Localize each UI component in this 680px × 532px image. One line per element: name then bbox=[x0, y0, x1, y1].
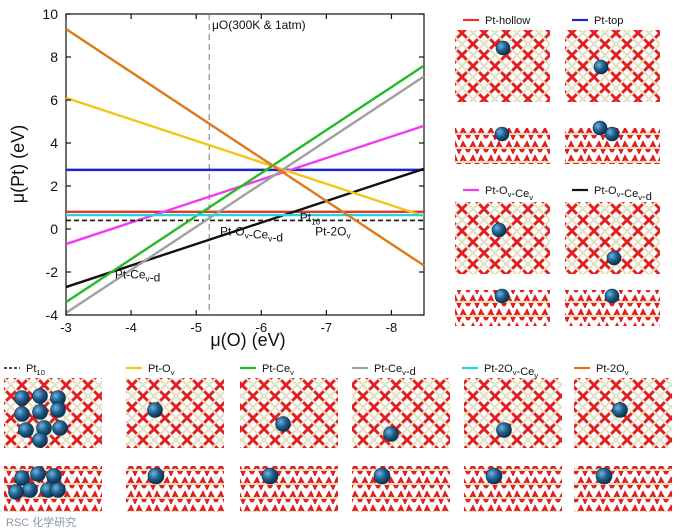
y-tick-label: 4 bbox=[50, 135, 58, 151]
legend-label: Pt-Cev bbox=[262, 363, 294, 377]
y-tick-label: -4 bbox=[46, 307, 59, 323]
y-tick-label: 10 bbox=[42, 6, 58, 22]
pt-atom bbox=[485, 467, 503, 485]
pt-atom bbox=[261, 467, 279, 485]
legend-label: Pt-2Ov-Cev bbox=[484, 363, 538, 380]
legend-label: Pt-Cev-d bbox=[374, 363, 416, 378]
y-tick-label: -2 bbox=[46, 264, 59, 280]
pt-atom bbox=[147, 402, 163, 418]
pt-atom bbox=[14, 470, 30, 486]
slab-top-view bbox=[126, 378, 224, 448]
x-tick-label: -3 bbox=[60, 320, 72, 335]
series-line-pt-cev bbox=[65, 64, 425, 304]
pt-atom bbox=[604, 288, 620, 304]
pt-atom bbox=[22, 482, 38, 498]
structure-images bbox=[4, 30, 672, 512]
pt-atom bbox=[32, 388, 48, 404]
pt-atom bbox=[606, 250, 622, 266]
legend-label: Pt-top bbox=[594, 15, 623, 27]
reference-line-label: μO(300K & 1atm) bbox=[212, 18, 306, 32]
pt-atom bbox=[383, 426, 399, 442]
annotation-label: Pt10 bbox=[300, 210, 321, 226]
x-tick-label: -8 bbox=[386, 320, 398, 335]
pt-atom bbox=[494, 126, 510, 142]
pt-atom bbox=[50, 402, 66, 418]
plot-frame bbox=[65, 13, 425, 316]
annotation-label: Pt-Cev-d bbox=[115, 267, 161, 284]
y-tick-label: 2 bbox=[50, 178, 58, 194]
y-axis-label: μ(Pt) (eV) bbox=[8, 125, 28, 203]
slab-top-view bbox=[565, 30, 660, 102]
pt-atom bbox=[14, 406, 30, 422]
pt-atom bbox=[8, 484, 24, 500]
pt-atom bbox=[32, 432, 48, 448]
series-line-pt-ov bbox=[65, 96, 425, 218]
legend-label: Pt-hollow bbox=[485, 15, 530, 27]
slab-top-view bbox=[352, 378, 450, 448]
y-tick-label: 8 bbox=[50, 49, 58, 65]
slab-side-view bbox=[574, 466, 672, 512]
legend-label: Pt-Ov-Cev-d bbox=[594, 185, 652, 203]
pt-atom bbox=[494, 288, 510, 304]
pt-atom bbox=[495, 40, 511, 56]
watermark: RSC 化学研究 bbox=[6, 515, 76, 529]
pt-atom bbox=[147, 467, 165, 485]
slab-top-view bbox=[455, 202, 550, 274]
slab-side-view bbox=[352, 466, 450, 512]
x-tick-label: -4 bbox=[125, 320, 137, 335]
slab-side-view bbox=[464, 466, 562, 512]
pt-atom bbox=[14, 390, 30, 406]
series-line-pt-2ov bbox=[65, 28, 425, 267]
pt-atom bbox=[595, 467, 613, 485]
pt-atom bbox=[275, 416, 291, 432]
pt-atom bbox=[491, 222, 507, 238]
legend-label: Pt10 bbox=[26, 363, 45, 377]
x-tick-label: -6 bbox=[255, 320, 267, 335]
pt-atom bbox=[496, 422, 512, 438]
pt-atom bbox=[373, 467, 391, 485]
pt-atom bbox=[604, 126, 620, 142]
pt-atom bbox=[612, 402, 628, 418]
annotation-label: Pt-Ov-Cev-d bbox=[220, 224, 283, 244]
slab-side-view bbox=[240, 466, 338, 512]
legend-label: Pt-2Ov bbox=[596, 363, 629, 377]
pt-atom bbox=[30, 466, 46, 482]
pt-atom bbox=[32, 404, 48, 420]
legend-label: Pt-Ov-Cev bbox=[485, 185, 533, 202]
x-tick-label: -5 bbox=[190, 320, 202, 335]
legend-label: Pt-Ov bbox=[148, 363, 175, 377]
annotation-label: Pt-2Ov bbox=[315, 224, 351, 240]
slab-side-view bbox=[126, 466, 224, 512]
pt-atom bbox=[592, 120, 608, 136]
pt-atom bbox=[52, 420, 68, 436]
pt-atom bbox=[50, 482, 66, 498]
slab-top-view bbox=[464, 378, 562, 448]
pt-atom bbox=[593, 59, 609, 75]
x-tick-label: -7 bbox=[321, 320, 333, 335]
y-tick-label: 6 bbox=[50, 92, 58, 108]
series-line-pt-cev-d bbox=[65, 75, 425, 314]
y-tick-label: 0 bbox=[50, 221, 58, 237]
x-axis-label: μ(O) (eV) bbox=[210, 330, 285, 350]
slab-top-view bbox=[240, 378, 338, 448]
pt-atom bbox=[46, 468, 62, 484]
series-line-pt-ov-cev-d bbox=[65, 167, 425, 289]
pt-atom bbox=[18, 422, 34, 438]
